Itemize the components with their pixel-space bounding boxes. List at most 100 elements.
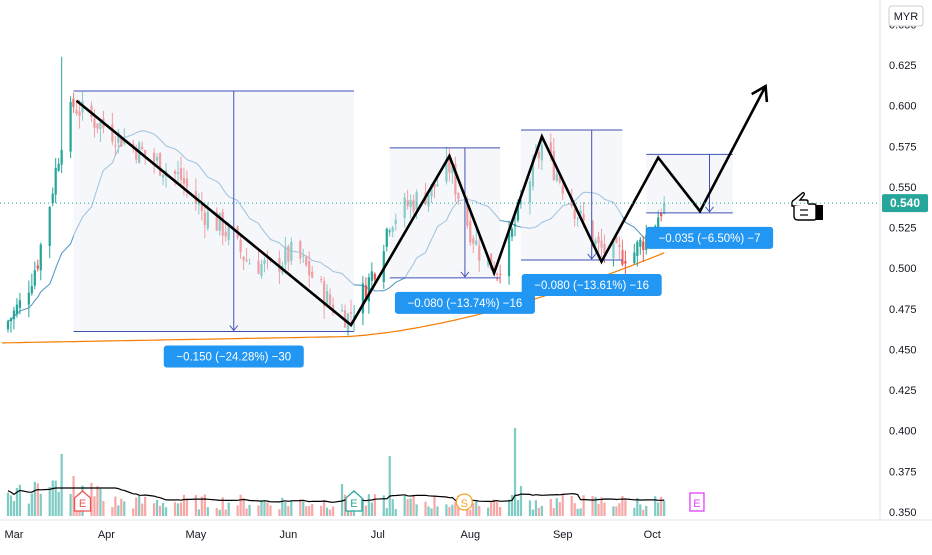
candle-body <box>6 321 10 330</box>
volume-bar <box>409 498 412 516</box>
volume-bar <box>60 454 63 516</box>
measurement-label-box <box>163 345 304 368</box>
volume-bar <box>93 496 96 516</box>
volume-bar <box>364 505 368 516</box>
volume-bar <box>472 503 475 516</box>
currency-button[interactable]: MYR <box>888 5 924 27</box>
event-marker[interactable]: S <box>455 493 473 511</box>
measurement-label: −0.150 (−24.28%) −30 <box>176 352 291 364</box>
volume-bar <box>185 498 189 516</box>
volume-bar <box>27 503 30 516</box>
volume-bar <box>305 506 308 516</box>
candle-body <box>660 213 663 217</box>
volume-bar <box>391 499 394 516</box>
volume-bar <box>245 508 248 516</box>
event-marker-letter: E <box>350 498 357 510</box>
volume-bar <box>203 494 206 516</box>
volume-bar <box>278 509 281 516</box>
volume-bar <box>325 507 329 516</box>
price-tick-label: 0.525 <box>889 223 917 235</box>
candle-body <box>54 167 57 195</box>
volume-bar <box>478 506 481 516</box>
volume-bar <box>424 501 427 516</box>
candle-body <box>367 277 370 302</box>
measurement-label-box <box>521 274 662 296</box>
event-marker-letter: E <box>79 498 86 510</box>
price-tick-label: 0.425 <box>889 385 917 397</box>
volume-bar <box>114 496 117 516</box>
measurement-label-box <box>394 291 535 314</box>
volume-bar <box>99 488 102 516</box>
volume-bar <box>448 506 451 516</box>
volume-bar <box>152 503 156 516</box>
candle-body <box>516 202 520 221</box>
volume-bar <box>164 507 168 516</box>
event-marker[interactable]: E <box>689 492 705 512</box>
volume-bar <box>96 486 99 516</box>
candle-body <box>507 232 511 277</box>
price-tick-label: 0.600 <box>889 101 917 113</box>
volume-bar <box>558 502 561 516</box>
volume-bar <box>215 508 218 516</box>
candle-body <box>51 193 54 204</box>
volume-bar <box>624 500 627 516</box>
volume-bar <box>493 499 496 516</box>
candle-body <box>33 270 36 286</box>
price-tick-label: 0.375 <box>889 466 917 478</box>
candle-body <box>364 285 368 301</box>
event-marker[interactable]: E <box>345 490 363 512</box>
measurement-label: −0.080 (−13.61%) −16 <box>534 280 649 292</box>
candle-body <box>57 163 60 171</box>
volume-bar <box>436 506 439 516</box>
volume-bar <box>534 500 538 516</box>
volume-bar <box>636 497 639 516</box>
volume-bar <box>373 494 376 516</box>
zigzag-line <box>75 85 767 327</box>
volume-bar <box>570 495 573 516</box>
price-tick-label: 0.400 <box>889 426 917 438</box>
candle-body <box>9 318 13 322</box>
candle-body <box>60 149 63 165</box>
volume-bar <box>663 500 666 516</box>
candle-body <box>636 241 639 256</box>
volume-bar <box>633 507 636 516</box>
time-tick-label: Aug <box>460 529 480 541</box>
price-range-measurement[interactable]: −0.080 (−13.74%) −16 <box>389 147 535 314</box>
volume-bar <box>33 481 36 516</box>
candle-body <box>27 292 30 305</box>
volume-bar <box>138 495 141 516</box>
measurement-label-box <box>645 226 774 249</box>
volume-bar <box>490 502 493 516</box>
volume-bar <box>382 495 385 516</box>
last-price-badge: 0.540 <box>882 194 928 213</box>
volume-bar <box>469 509 472 516</box>
time-tick-label: Mar <box>4 529 23 541</box>
candle-body <box>385 228 388 247</box>
volume-bar <box>367 494 370 516</box>
volume-bar <box>361 498 365 516</box>
candle-body <box>642 241 645 251</box>
volume-bar <box>179 502 183 516</box>
volume-bar <box>260 500 263 516</box>
price-tick-label: 0.350 <box>889 507 917 519</box>
volume-bar <box>36 483 39 516</box>
price-range-measurement[interactable]: −0.035 (−6.50%) −7 <box>645 153 774 249</box>
event-marker[interactable]: E <box>73 490 92 512</box>
volume-bar <box>496 501 499 516</box>
candle-body <box>633 252 636 264</box>
volume-bar <box>412 495 415 516</box>
volume-bar <box>513 428 517 516</box>
time-axis[interactable]: Mar Apr May Jun Jul Aug Sep Oct <box>4 529 660 541</box>
volume-bar <box>218 509 221 516</box>
volume-bar <box>507 499 511 516</box>
volume-bar <box>475 501 478 516</box>
price-tick-label: 0.475 <box>889 304 917 316</box>
volume-bar <box>155 500 159 516</box>
currency-label: MYR <box>894 11 919 23</box>
volume-bar <box>451 504 454 516</box>
volume-bar <box>540 505 543 516</box>
price-axis[interactable]: 0.6500.6250.6000.5750.5500.5250.5000.475… <box>889 19 917 519</box>
